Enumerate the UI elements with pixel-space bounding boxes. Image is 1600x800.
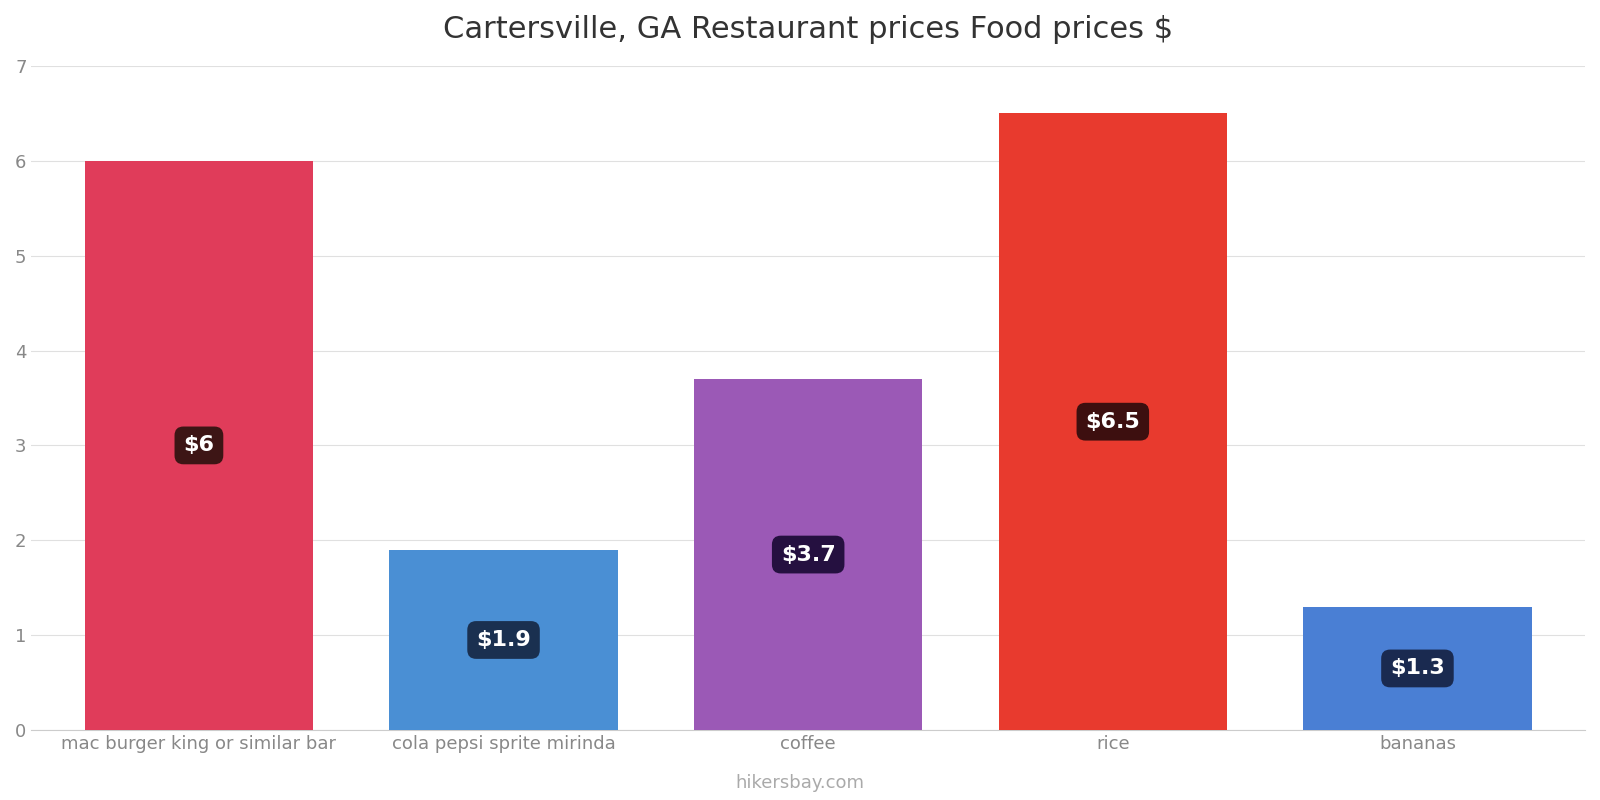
Bar	[694, 379, 923, 730]
Text: hikersbay.com: hikersbay.com	[736, 774, 864, 792]
Text: $1.9: $1.9	[477, 630, 531, 650]
Text: $6.5: $6.5	[1085, 412, 1141, 432]
Text: $6: $6	[184, 435, 214, 455]
Bar	[85, 161, 314, 730]
Text: $3.7: $3.7	[781, 545, 835, 565]
Bar	[998, 114, 1227, 730]
Text: $1.3: $1.3	[1390, 658, 1445, 678]
Bar	[389, 550, 618, 730]
Bar	[1304, 606, 1531, 730]
Title: Cartersville, GA Restaurant prices Food prices $: Cartersville, GA Restaurant prices Food …	[443, 15, 1173, 44]
